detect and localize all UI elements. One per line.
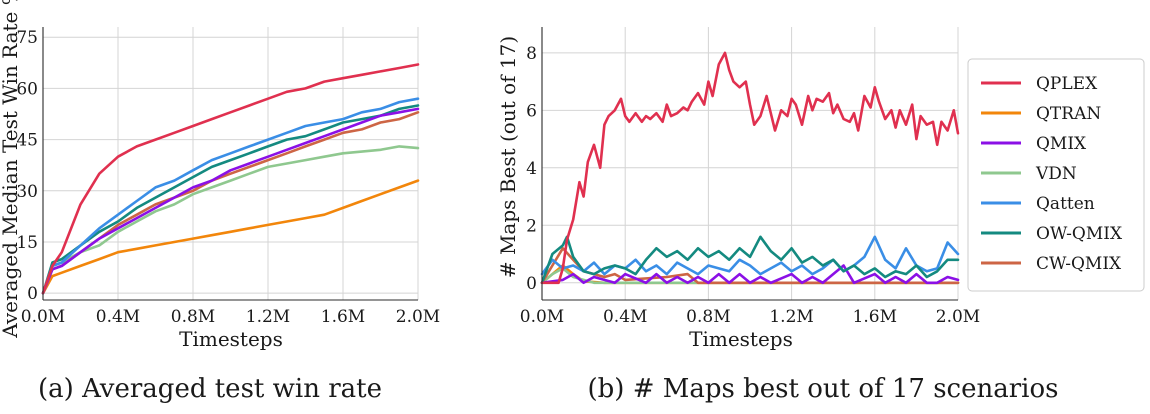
caption-b: (b) # Maps best out of 17 scenarios (588, 374, 1059, 404)
y-tick-label: 4 (526, 159, 537, 179)
grid-b (541, 27, 959, 300)
x-axis-label-b: Timesteps (689, 327, 793, 351)
axes-b (541, 27, 958, 301)
grid-a (42, 27, 419, 300)
y-ticks-a: 0 15 30 45 60 75 (16, 28, 38, 304)
legend-label: QPLEX (1036, 74, 1098, 94)
y-axis-label-b: # Maps Best (out of 17) (496, 36, 520, 278)
x-tick-label: 0.4M (96, 307, 140, 327)
chart-panel-maps-best: 0.0M 0.4M 0.8M 1.2M 1.6M 2.0M 0 2 4 6 8 Timesteps… (496, 27, 1058, 404)
legend-items: QPLEX QTRAN QMIX VDN Qatten OW-QMIX CW-QMIX (981, 74, 1123, 274)
legend-label: VDN (1035, 164, 1077, 184)
x-tick-label: 1.2M (769, 307, 813, 327)
series-group-b (540, 51, 960, 285)
x-tick-label: 1.6M (321, 307, 365, 327)
y-tick-label: 60 (16, 79, 38, 99)
series-line-vdn (41, 145, 420, 295)
x-tick-label: 2.0M (396, 307, 440, 327)
legend-entry-ow-qmix: OW-QMIX (981, 224, 1123, 244)
series-line-qmix (41, 107, 420, 295)
x-tick-label: 1.2M (246, 307, 290, 327)
series-line-ow-qmix (41, 104, 420, 295)
series-line-qatten (41, 97, 420, 295)
x-tick-label: 1.6M (853, 307, 897, 327)
legend-label: QMIX (1036, 134, 1087, 154)
chart-panel-win-rate: 0.0M 0.4M 0.8M 1.2M 1.6M 2.0M 0 15 30 45 60 75 Tim… (0, 0, 440, 404)
legend-entry-vdn: VDN (981, 164, 1077, 184)
legend-entry-qplex: QPLEX (981, 74, 1098, 94)
series-line-qmix (540, 264, 960, 285)
x-tick-label: 2.0M (936, 307, 980, 327)
y-tick-label: 2 (526, 216, 537, 236)
y-tick-label: 0 (27, 284, 38, 304)
x-tick-label: 0.8M (686, 307, 730, 327)
legend: QPLEX QTRAN QMIX VDN Qatten OW-QMIX CW-QMIX (967, 58, 1145, 292)
legend-entry-qmix: QMIX (981, 134, 1087, 154)
series-group-a (41, 63, 420, 295)
legend-label: Qatten (1036, 194, 1095, 214)
series-line-cw-qmix (540, 247, 960, 285)
x-tick-label: 0.0M (520, 307, 564, 327)
y-tick-label: 8 (526, 44, 537, 64)
y-axis-label-a: Averaged Median Test Win Rate % (0, 0, 22, 339)
legend-label: QTRAN (1036, 104, 1101, 124)
x-tick-label: 0.8M (171, 307, 215, 327)
legend-entry-cw-qmix: CW-QMIX (981, 254, 1122, 274)
x-ticks-b: 0.0M 0.4M 0.8M 1.2M 1.6M 2.0M (520, 307, 980, 327)
legend-label: OW-QMIX (1036, 224, 1123, 244)
legend-entry-qatten: Qatten (981, 194, 1095, 214)
y-tick-label: 0 (526, 274, 537, 294)
x-axis-label-a: Timesteps (179, 327, 283, 351)
y-tick-label: 15 (16, 233, 38, 253)
axes-a (42, 27, 418, 301)
series-line-qatten (540, 235, 960, 276)
y-tick-label: 6 (526, 101, 537, 121)
series-line-qplex (41, 63, 420, 295)
legend-entry-qtran: QTRAN (981, 104, 1101, 124)
x-tick-label: 0.4M (603, 307, 647, 327)
y-ticks-b: 0 2 4 6 8 (526, 44, 537, 294)
y-tick-label: 45 (16, 131, 38, 151)
series-line-qtran (41, 179, 420, 295)
caption-a: (a) Averaged test win rate (38, 374, 382, 404)
y-tick-label: 75 (16, 28, 38, 48)
y-tick-label: 30 (16, 182, 38, 202)
x-tick-label: 0.0M (21, 307, 65, 327)
series-line-ow-qmix (540, 235, 960, 285)
x-ticks-a: 0.0M 0.4M 0.8M 1.2M 1.6M 2.0M (21, 307, 440, 327)
series-line-vdn (540, 267, 960, 285)
legend-label: CW-QMIX (1036, 254, 1122, 274)
series-line-qplex (540, 51, 960, 285)
